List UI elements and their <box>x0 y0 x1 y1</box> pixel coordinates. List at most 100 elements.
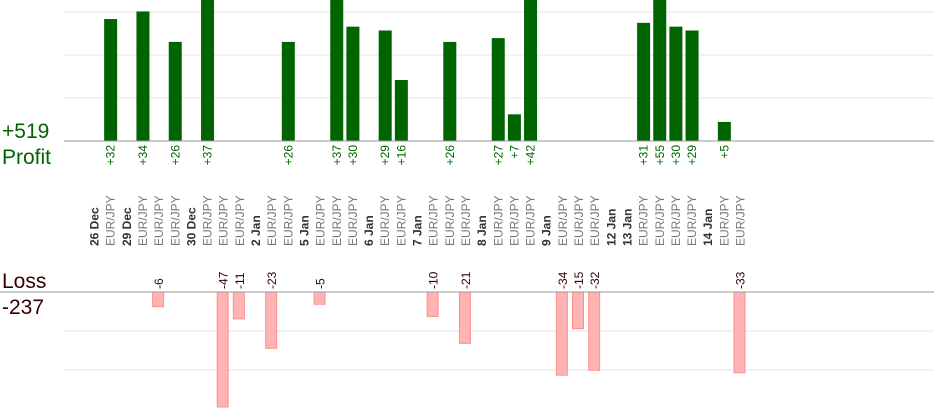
trade-label: EUR/JPY <box>378 195 392 246</box>
trade-label: EUR/JPY <box>717 195 731 246</box>
date-label: 5 Jan <box>297 215 311 246</box>
loss-bar <box>733 291 746 374</box>
date-label: 2 Jan <box>249 215 263 246</box>
trade-label: EUR/JPY <box>685 195 699 246</box>
loss-bar <box>265 291 278 349</box>
loss-value-label: -21 <box>459 271 473 289</box>
profit-value-label: +30 <box>669 145 683 166</box>
trade-label: EUR/JPY <box>669 195 683 246</box>
trade-label: EUR/JPY <box>491 195 505 246</box>
profit-value-label: +37 <box>330 145 344 166</box>
profit-value-label: +16 <box>394 145 408 166</box>
trade-label: EUR/JPY <box>281 195 295 246</box>
trade-label: EUR/JPY <box>265 195 279 246</box>
loss-bar <box>555 291 568 376</box>
profit-bar <box>685 30 699 141</box>
trade-label: EUR/JPY <box>330 195 344 246</box>
loss-value-label: -15 <box>572 271 586 289</box>
trade-label: EUR/JPY <box>168 195 182 246</box>
loss-value-label: -6 <box>152 278 166 289</box>
profit-value-label: +31 <box>637 145 651 166</box>
profit-value-label: +32 <box>104 145 118 166</box>
date-label: 7 Jan <box>411 215 425 246</box>
profit-value-label: +55 <box>653 145 667 166</box>
trade-label: EUR/JPY <box>136 195 150 246</box>
trade-label: EUR/JPY <box>588 195 602 246</box>
profit-bar <box>136 11 150 141</box>
loss-value-label: -47 <box>217 271 231 289</box>
date-label: 26 Dec <box>88 207 102 246</box>
profit-bar <box>507 114 521 141</box>
axes-layer <box>0 140 934 293</box>
loss-bar <box>588 291 601 371</box>
profit-value-label: +27 <box>491 145 505 166</box>
profit-bar <box>394 80 408 141</box>
profit-bar <box>491 38 505 141</box>
profit-bar <box>653 0 667 141</box>
profit-value-label: +5 <box>717 145 731 159</box>
profit-bar <box>378 30 392 141</box>
profit-value-label: +26 <box>168 145 182 166</box>
date-label: 9 Jan <box>540 215 554 246</box>
profit-bar <box>524 0 538 141</box>
trade-label: EUR/JPY <box>443 195 457 246</box>
trade-label: EUR/JPY <box>734 195 748 246</box>
date-label: 14 Jan <box>701 209 715 246</box>
profit-value-label: +26 <box>443 145 457 166</box>
date-label: 13 Jan <box>620 209 634 246</box>
profit-value-label: +7 <box>507 145 521 159</box>
date-label: 8 Jan <box>475 215 489 246</box>
trade-label: EUR/JPY <box>346 195 360 246</box>
profit-bar <box>330 0 344 141</box>
trade-label: EUR/JPY <box>427 195 441 246</box>
profit-bar <box>717 121 731 141</box>
loss-value-label: -10 <box>427 271 441 289</box>
profit-bar <box>104 19 118 141</box>
trade-label: EUR/JPY <box>556 195 570 246</box>
date-label: 12 Jan <box>604 209 618 246</box>
trade-label: EUR/JPY <box>653 195 667 246</box>
trade-label: EUR/JPY <box>314 195 328 246</box>
profit-bar <box>443 41 457 142</box>
profit-label: Profit <box>2 146 51 169</box>
loss-bar <box>232 291 245 320</box>
trade-label: EUR/JPY <box>572 195 586 246</box>
profit-bar <box>669 26 683 142</box>
loss-value-label: -33 <box>734 271 748 289</box>
profit-value-label: +30 <box>346 145 360 166</box>
profit-bar <box>637 22 651 141</box>
loss-label: Loss <box>2 270 46 293</box>
trade-label: EUR/JPY <box>217 195 231 246</box>
profit-value-label: +37 <box>201 145 215 166</box>
loss-bar <box>458 291 471 344</box>
profit-value-label: +29 <box>378 145 392 166</box>
loss-bar <box>572 291 584 330</box>
profit-value-label: +42 <box>524 145 538 166</box>
profit-total: +519 <box>2 120 49 143</box>
date-label: 29 Dec <box>120 207 134 246</box>
profit-value-label: +29 <box>685 145 699 166</box>
loss-bar <box>426 291 439 317</box>
loss-value-label: -23 <box>265 271 279 289</box>
loss-value-label: -32 <box>588 271 602 289</box>
date-label: 6 Jan <box>362 215 376 246</box>
trade-label: EUR/JPY <box>104 195 118 246</box>
profit-bar <box>281 41 295 142</box>
date-label: 30 Dec <box>184 207 198 246</box>
loss-bar <box>152 291 165 308</box>
profit-bar <box>168 41 182 142</box>
loss-value-label: -34 <box>556 271 570 289</box>
loss-value-label: -11 <box>233 272 247 289</box>
loss-bar <box>216 291 229 408</box>
trade-label: EUR/JPY <box>394 195 408 246</box>
profit-bar <box>346 26 360 142</box>
loss-bar <box>313 291 326 305</box>
trade-label: EUR/JPY <box>233 195 247 246</box>
trade-label: EUR/JPY <box>459 195 473 246</box>
trade-label: EUR/JPY <box>637 195 651 246</box>
profit-value-label: +26 <box>281 145 295 166</box>
trade-label: EUR/JPY <box>152 195 166 246</box>
trade-label: EUR/JPY <box>524 195 538 246</box>
